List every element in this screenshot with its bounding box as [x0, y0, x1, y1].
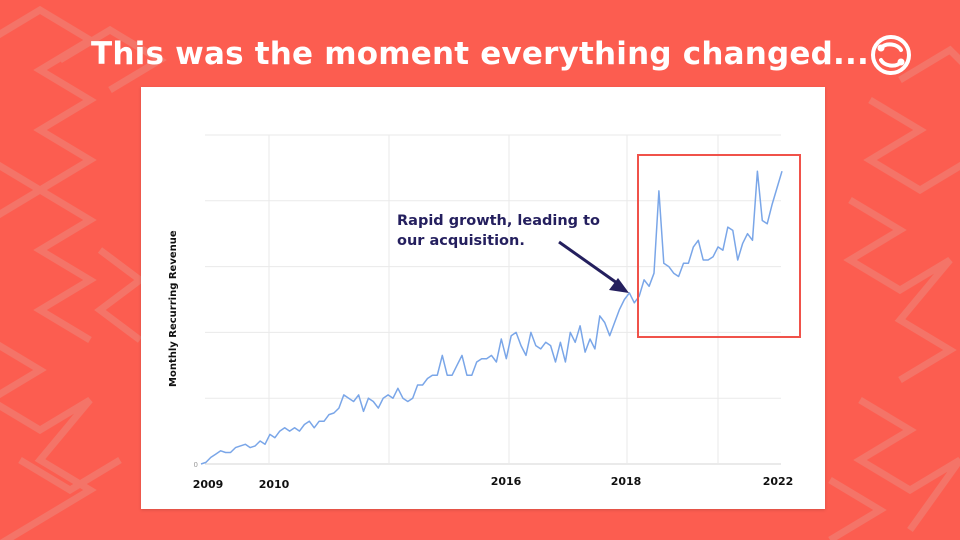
annotation-arrow	[558, 240, 618, 285]
annotation-arrowhead	[609, 278, 629, 293]
x-tick-label: 2010	[259, 478, 290, 491]
x-tick-label: 2022	[763, 475, 794, 488]
grid-lines	[205, 134, 781, 465]
x-tick-label: 2018	[611, 475, 642, 488]
series-line	[200, 170, 783, 465]
y-tick-label: 0	[194, 461, 198, 469]
line-chart: Monthly Recurring Revenue 0 2009 2010 2016…	[168, 134, 801, 491]
slide-title: This was the moment everything changed..…	[91, 36, 869, 72]
x-tick-label: 2016	[491, 475, 522, 488]
brand-logo-icon	[871, 35, 911, 75]
annotation-text-line2: our acquisition.	[397, 233, 525, 249]
y-axis-label: Monthly Recurring Revenue	[168, 230, 179, 387]
x-tick-label: 2009	[193, 478, 224, 491]
highlight-box	[637, 154, 801, 338]
annotation-text-line1: Rapid growth, leading to	[397, 213, 600, 229]
x-tick-labels: 2009 2010 2016 2018 2022	[193, 475, 794, 491]
chart-card: Monthly Recurring Revenue 0 2009 2010 2016…	[141, 87, 825, 509]
